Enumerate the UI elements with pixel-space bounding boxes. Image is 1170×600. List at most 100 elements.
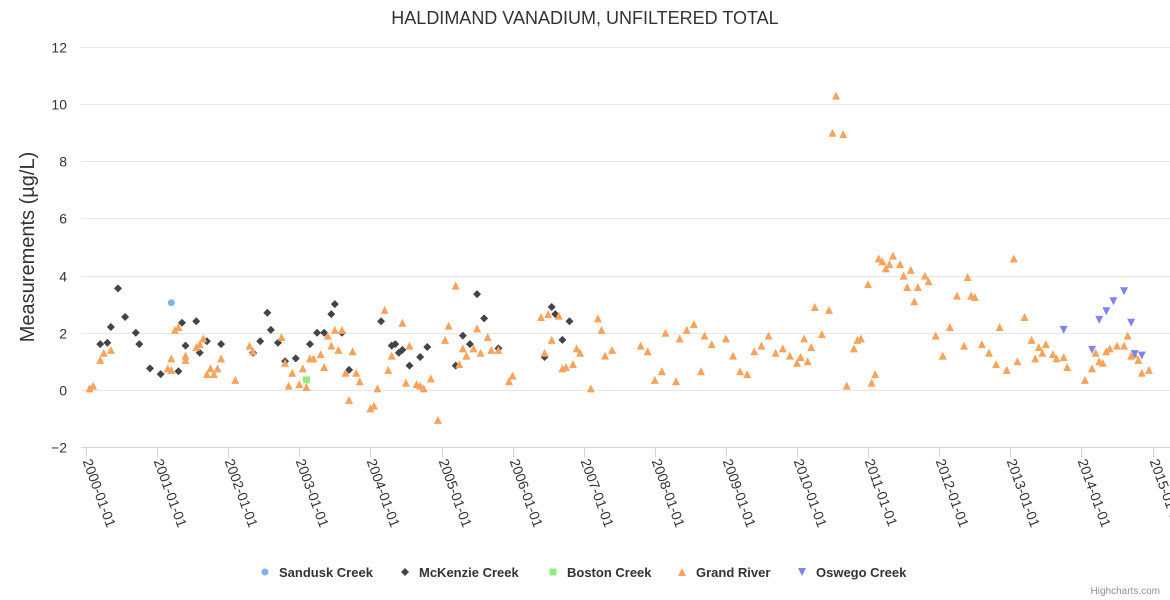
data-point-grand-river[interactable]	[213, 364, 222, 373]
data-point-grand-river[interactable]	[672, 377, 681, 386]
data-point-grand-river[interactable]	[842, 381, 851, 390]
data-point-grand-river[interactable]	[906, 265, 915, 274]
data-point-grand-river[interactable]	[785, 351, 794, 360]
data-point-grand-river[interactable]	[750, 347, 759, 356]
data-point-grand-river[interactable]	[675, 334, 684, 343]
legend-symbol-oswego-creek[interactable]	[798, 568, 806, 576]
data-point-grand-river[interactable]	[458, 344, 467, 353]
data-point-grand-river[interactable]	[960, 341, 969, 350]
data-point-grand-river[interactable]	[1063, 363, 1072, 371]
data-point-grand-river[interactable]	[487, 345, 496, 354]
data-point-grand-river[interactable]	[899, 271, 908, 280]
data-point-grand-river[interactable]	[277, 333, 286, 341]
legend-item-grand-river[interactable]: Grand River	[678, 565, 770, 580]
data-point-grand-river[interactable]	[817, 330, 826, 339]
data-point-mckenzie-creek[interactable]	[131, 328, 140, 337]
data-point-grand-river[interactable]	[462, 351, 471, 360]
data-point-grand-river[interactable]	[689, 320, 698, 329]
data-point-grand-river[interactable]	[682, 325, 691, 334]
data-point-grand-river[interactable]	[281, 358, 290, 367]
data-point-mckenzie-creek[interactable]	[256, 337, 265, 346]
data-point-grand-river[interactable]	[707, 340, 716, 349]
data-point-grand-river[interactable]	[405, 341, 414, 350]
data-point-grand-river[interactable]	[764, 331, 773, 340]
data-point-mckenzie-creek[interactable]	[398, 345, 407, 354]
data-point-grand-river[interactable]	[380, 305, 389, 314]
data-point-grand-river[interactable]	[661, 328, 670, 337]
data-point-oswego-creek[interactable]	[1130, 350, 1139, 359]
data-point-grand-river[interactable]	[540, 348, 549, 357]
legend-item-mckenzie-creek[interactable]: McKenzie Creek	[401, 565, 519, 580]
data-point-mckenzie-creek[interactable]	[391, 340, 400, 349]
data-point-mckenzie-creek[interactable]	[416, 353, 425, 361]
data-point-grand-river[interactable]	[544, 310, 553, 319]
data-point-grand-river[interactable]	[1002, 365, 1011, 374]
legend-label[interactable]: Oswego Creek	[816, 565, 907, 580]
data-point-grand-river[interactable]	[217, 354, 226, 363]
data-point-grand-river[interactable]	[1137, 368, 1146, 377]
data-point-grand-river[interactable]	[288, 368, 297, 377]
data-point-grand-river[interactable]	[323, 331, 332, 340]
legend-item-sandusk-creek[interactable]: Sandusk Creek	[261, 565, 374, 580]
data-point-mckenzie-creek[interactable]	[192, 317, 201, 326]
data-point-grand-river[interactable]	[302, 383, 311, 391]
legend[interactable]: Sandusk Creek McKenzie Creek Boston Creek G…	[261, 565, 908, 580]
data-point-grand-river[interactable]	[1112, 341, 1121, 350]
data-point-grand-river[interactable]	[505, 377, 514, 386]
legend-label[interactable]: Grand River	[696, 565, 770, 580]
data-point-mckenzie-creek[interactable]	[327, 310, 336, 319]
data-point-grand-river[interactable]	[476, 348, 485, 357]
data-point-grand-river[interactable]	[1052, 354, 1061, 363]
data-point-grand-river[interactable]	[249, 347, 258, 356]
data-point-grand-river[interactable]	[1088, 364, 1097, 373]
data-point-mckenzie-creek[interactable]	[156, 370, 165, 379]
data-point-grand-river[interactable]	[952, 291, 961, 300]
data-point-grand-river[interactable]	[547, 335, 556, 344]
data-point-mckenzie-creek[interactable]	[465, 340, 474, 349]
data-point-grand-river[interactable]	[195, 340, 204, 349]
data-point-grand-river[interactable]	[597, 325, 606, 334]
data-point-oswego-creek[interactable]	[1088, 345, 1097, 354]
data-point-grand-river[interactable]	[1102, 347, 1111, 356]
data-point-grand-river[interactable]	[871, 370, 880, 379]
legend-symbol-grand-river[interactable]	[678, 568, 686, 576]
data-point-grand-river[interactable]	[931, 331, 940, 340]
data-point-grand-river[interactable]	[828, 128, 837, 137]
data-point-grand-river[interactable]	[106, 345, 115, 354]
data-point-mckenzie-creek[interactable]	[217, 340, 226, 349]
data-point-grand-river[interactable]	[697, 367, 706, 376]
data-point-grand-river[interactable]	[924, 277, 933, 286]
data-point-mckenzie-creek[interactable]	[145, 364, 154, 373]
data-point-grand-river[interactable]	[803, 357, 812, 366]
data-point-grand-river[interactable]	[1123, 331, 1132, 340]
data-point-grand-river[interactable]	[1134, 355, 1143, 364]
data-point-grand-river[interactable]	[1020, 313, 1029, 321]
data-point-mckenzie-creek[interactable]	[565, 317, 574, 326]
data-point-grand-river[interactable]	[316, 350, 325, 359]
data-point-grand-river[interactable]	[387, 351, 396, 360]
data-point-grand-river[interactable]	[202, 370, 211, 379]
data-point-grand-river[interactable]	[444, 321, 453, 330]
data-point-oswego-creek[interactable]	[1120, 287, 1129, 296]
data-point-oswego-creek[interactable]	[1127, 318, 1136, 327]
data-point-grand-river[interactable]	[945, 323, 954, 331]
data-point-grand-river[interactable]	[636, 341, 645, 350]
data-point-grand-river[interactable]	[320, 363, 329, 371]
data-point-grand-river[interactable]	[963, 273, 972, 281]
data-point-mckenzie-creek[interactable]	[377, 317, 386, 326]
data-point-grand-river[interactable]	[96, 355, 105, 364]
data-point-grand-river[interactable]	[355, 377, 364, 386]
data-point-grand-river[interactable]	[1027, 335, 1036, 344]
data-point-grand-river[interactable]	[366, 404, 375, 413]
data-point-mckenzie-creek[interactable]	[558, 335, 567, 344]
data-point-grand-river[interactable]	[856, 334, 865, 343]
data-point-oswego-creek[interactable]	[1059, 325, 1068, 334]
data-point-grand-river[interactable]	[345, 395, 354, 404]
data-point-grand-river[interactable]	[554, 311, 563, 320]
data-point-grand-river[interactable]	[757, 341, 766, 350]
data-point-grand-river[interactable]	[1080, 375, 1089, 384]
data-point-grand-river[interactable]	[508, 371, 517, 380]
data-point-mckenzie-creek[interactable]	[177, 318, 186, 327]
data-point-grand-river[interactable]	[593, 314, 602, 323]
data-point-grand-river[interactable]	[1048, 350, 1057, 359]
